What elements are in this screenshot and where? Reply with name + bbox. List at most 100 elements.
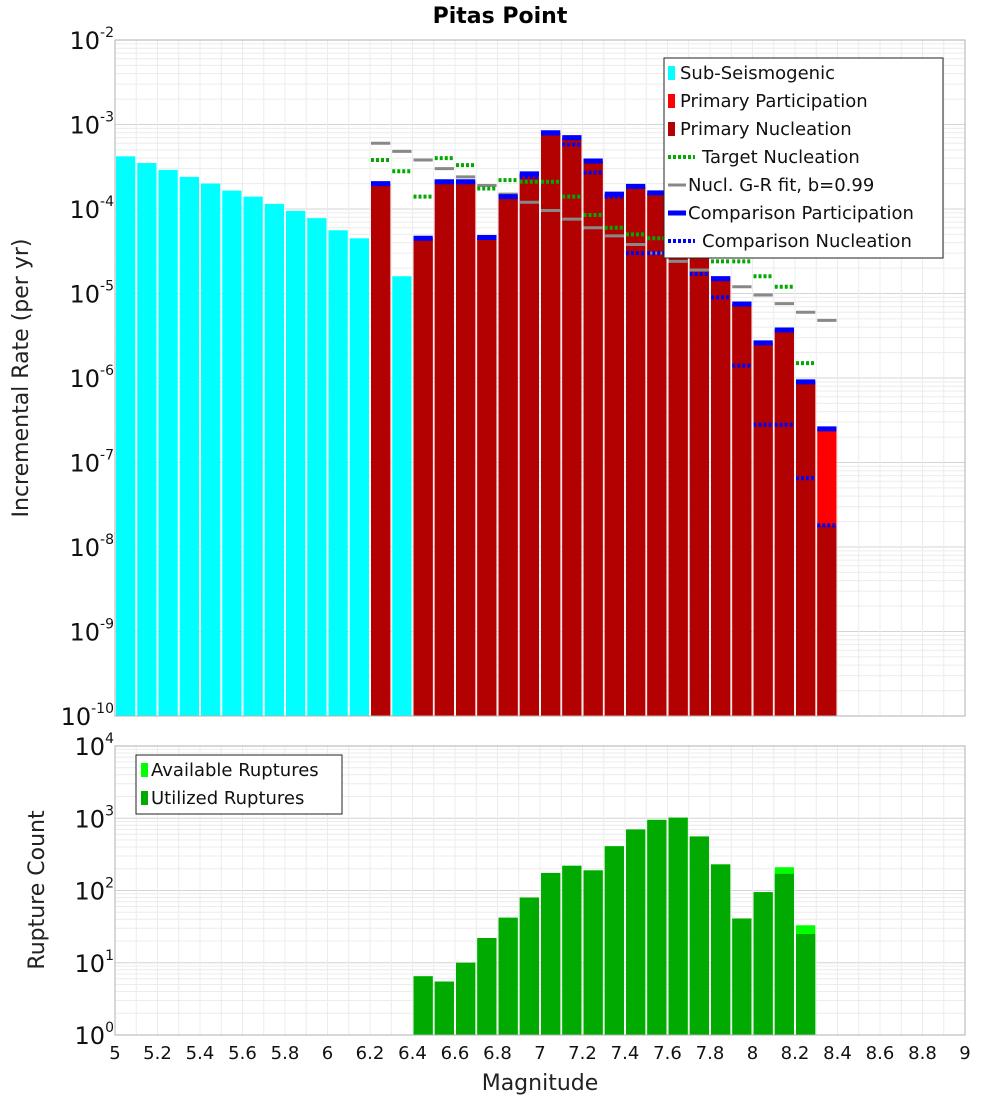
primary-nucleation-bar — [817, 525, 837, 716]
x-tick-label: 5.2 — [143, 1043, 172, 1064]
top-bars — [116, 132, 837, 717]
x-tick-labels: 5 5.2 5.4 5.6 5.8 6 6.2 6.4 6.6 6.8 7 7.2 7.4 7.6 7.8 8… — [109, 1043, 970, 1064]
sub-seismogenic-bar — [307, 218, 327, 716]
utilized-ruptures-bar — [689, 836, 709, 1035]
utilized-ruptures-bar — [456, 962, 476, 1035]
bottom-y-tick-label: 103 — [75, 803, 114, 833]
utilized-ruptures-bar — [562, 865, 582, 1035]
primary-nucleation-bar — [541, 132, 561, 716]
bottom-y-tick-label: 104 — [75, 731, 115, 761]
primary-nucleation-bar — [604, 194, 624, 716]
x-tick-label: 8.2 — [781, 1043, 810, 1064]
x-tick-label: 5.4 — [186, 1043, 215, 1064]
utilized-ruptures-bar — [541, 872, 561, 1035]
utilized-ruptures-bar — [732, 918, 752, 1035]
utilized-ruptures-bar — [604, 846, 624, 1035]
legend-label: Target Nucleation — [701, 147, 860, 168]
primary-nucleation-bar — [583, 160, 603, 717]
primary-nucleation-bar — [413, 238, 433, 717]
sub-seismogenic-bar — [328, 230, 348, 716]
primary-nucleation-bar — [753, 342, 773, 716]
x-tick-label: 6.8 — [483, 1043, 512, 1064]
utilized-ruptures-bar — [477, 938, 497, 1035]
legend-swatch — [668, 66, 675, 80]
bottom-legend-box — [135, 754, 343, 815]
primary-nucleation-bar — [477, 237, 497, 717]
legend-label: Comparison Nucleation — [702, 231, 912, 252]
utilized-ruptures-bar — [413, 976, 433, 1035]
legend-swatch — [668, 94, 675, 108]
bottom-y-tick-label: 101 — [75, 948, 114, 978]
primary-nucleation-bar — [647, 192, 667, 716]
top-y-tick-label: 10-4 — [69, 194, 114, 224]
top-plot: 10-10 10-9 10-8 10-7 10-6 10-5 10-4 10-3 10-2 In… — [9, 25, 966, 731]
sub-seismogenic-bar — [137, 163, 157, 716]
bottom-y-axis-label: Rupture Count — [25, 810, 50, 970]
legend-swatch — [141, 791, 148, 805]
legend-label: Comparison Participation — [688, 203, 914, 224]
primary-nucleation-bar — [774, 329, 794, 716]
legend-swatch — [668, 122, 675, 136]
x-tick-label: 7 — [534, 1043, 545, 1064]
bottom-y-ticks: 100 101 102 103 104 — [75, 731, 115, 1050]
top-y-tick-label: 10-5 — [69, 279, 114, 309]
sub-seismogenic-bar — [116, 156, 136, 716]
x-tick-label: 8.6 — [866, 1043, 895, 1064]
sub-seismogenic-bar — [392, 276, 412, 716]
x-axis-label: Magnitude — [482, 1071, 599, 1096]
sub-seismogenic-bar — [201, 183, 221, 716]
primary-nucleation-bar — [796, 381, 816, 716]
x-tick-label: 5 — [109, 1043, 120, 1064]
x-tick-label: 8.8 — [908, 1043, 937, 1064]
top-y-axis-label: Incremental Rate (per yr) — [9, 239, 34, 518]
sub-seismogenic-bar — [243, 196, 263, 717]
primary-nucleation-bar — [689, 246, 709, 716]
legend-label: Nucl. G-R fit, b=0.99 — [688, 175, 874, 196]
primary-nucleation-bar — [371, 183, 391, 716]
x-tick-label: 6.6 — [441, 1043, 470, 1064]
top-y-tick-label: 10-9 — [69, 617, 114, 647]
x-tick-label: 6.4 — [398, 1043, 427, 1064]
primary-nucleation-bar — [519, 173, 539, 716]
top-y-tick-label: 10-6 — [69, 363, 114, 393]
legend-label: Primary Participation — [680, 91, 868, 112]
bottom-plot-frame — [114, 745, 966, 1036]
utilized-ruptures-bar — [647, 819, 667, 1035]
primary-nucleation-bar — [732, 304, 752, 716]
x-tick-label: 9 — [959, 1043, 970, 1064]
x-tick-label: 5.8 — [271, 1043, 300, 1064]
legend-swatch — [141, 763, 148, 777]
legend-label: Sub-Seismogenic — [680, 63, 835, 84]
legend-label: Available Ruptures — [151, 760, 319, 781]
primary-nucleation-bar — [456, 181, 476, 717]
utilized-ruptures-bar — [626, 829, 646, 1035]
x-tick-label: 8.4 — [823, 1043, 852, 1064]
sub-seismogenic-bar — [349, 238, 369, 717]
primary-nucleation-bar — [562, 137, 582, 716]
primary-nucleation-bar — [668, 227, 688, 716]
bottom-y-tick-label: 102 — [75, 876, 114, 906]
primary-nucleation-bar — [434, 181, 454, 717]
sub-seismogenic-bar — [222, 190, 242, 716]
top-y-ticks: 10-10 10-9 10-8 10-7 10-6 10-5 10-4 10-3 10-2 — [61, 25, 115, 731]
x-tick-label: 6 — [322, 1043, 333, 1064]
utilized-ruptures-bar — [519, 897, 539, 1035]
x-tick-label: 6.2 — [356, 1043, 385, 1064]
primary-nucleation-bar — [626, 186, 646, 716]
x-tick-label: 7.4 — [611, 1043, 640, 1064]
legend-label: Utilized Ruptures — [151, 788, 304, 809]
top-y-tick-label: 10-8 — [69, 532, 114, 562]
top-y-tick-label: 10-2 — [69, 25, 114, 55]
bottom-bars — [413, 817, 816, 1035]
sub-seismogenic-bar — [286, 210, 306, 716]
top-y-tick-label: 10-7 — [69, 448, 114, 478]
x-tick-label: 7.8 — [696, 1043, 725, 1064]
utilized-ruptures-bar — [434, 981, 454, 1035]
top-plot-frame — [114, 39, 966, 717]
primary-nucleation-bar — [711, 278, 731, 716]
utilized-ruptures-bar — [796, 933, 816, 1035]
utilized-ruptures-bar — [753, 892, 773, 1035]
utilized-ruptures-bar — [583, 870, 603, 1035]
chart-title: Pitas Point — [433, 4, 568, 29]
